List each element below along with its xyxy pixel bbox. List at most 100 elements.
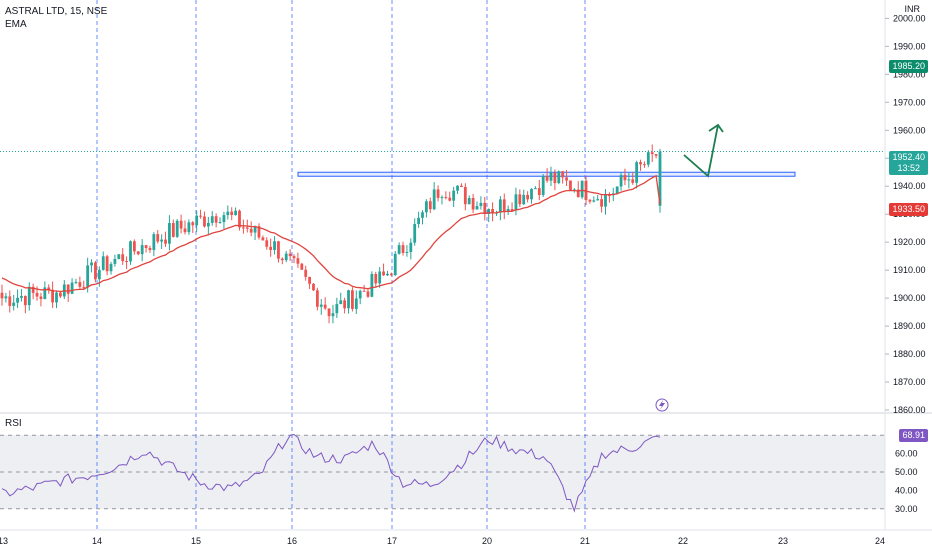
candle-body	[557, 171, 561, 184]
candle-body	[39, 296, 43, 299]
candle-body	[8, 296, 12, 306]
candle-body	[374, 274, 378, 284]
candle-body	[405, 251, 409, 253]
candle-body	[549, 172, 553, 181]
candle-body	[460, 185, 463, 188]
session-separators	[96, 0, 586, 530]
candle-body	[569, 180, 572, 191]
candle-body	[206, 222, 210, 227]
candle-body	[417, 217, 421, 224]
candle-body	[561, 171, 565, 178]
candle-body	[319, 304, 323, 307]
candle-body	[530, 188, 533, 200]
rsi-path	[1, 433, 661, 513]
candle-body	[273, 241, 276, 250]
symbol-title[interactable]: ASTRAL LTD, 15, NSE	[5, 6, 108, 17]
candle-body	[203, 216, 206, 227]
candle-body	[277, 241, 280, 259]
candle-body	[323, 304, 327, 309]
candle-body	[440, 197, 444, 199]
candle-body	[238, 210, 241, 228]
price-tick-label: 1860.00	[893, 405, 926, 415]
candle-body	[428, 201, 432, 210]
candle-body	[66, 284, 70, 294]
bar-countdown: 13:52	[897, 163, 920, 173]
candle-body	[471, 198, 475, 210]
price-tick-label: 1990.00	[893, 41, 926, 51]
candle-body	[596, 199, 600, 201]
candle-body	[580, 180, 584, 198]
candle-body	[475, 205, 479, 210]
candle-body	[129, 241, 132, 262]
time-tick-label: 13	[0, 536, 8, 546]
time-tick-label: 22	[678, 536, 688, 546]
candlestick-series	[0, 144, 662, 324]
candle-body	[51, 289, 55, 303]
candle-body	[183, 228, 187, 233]
candle-body	[565, 177, 568, 181]
candle-body	[74, 282, 78, 284]
candle-body	[199, 215, 202, 217]
chart-legend: ASTRAL LTD, 15, NSE EMA	[5, 5, 107, 31]
candle-body	[526, 194, 530, 200]
current-price-badge: 1952.40 13:52	[889, 151, 928, 175]
resistance-zone-box	[297, 171, 796, 177]
price-tick-label: 1960.00	[893, 125, 926, 135]
lightning-icon[interactable]	[655, 398, 669, 412]
candle-body	[121, 254, 125, 262]
candle-body	[584, 180, 588, 200]
candle-body	[117, 254, 121, 259]
time-axis: 13 14 15 16 17 20 21 22 23 24	[0, 536, 885, 546]
candle-body	[339, 300, 343, 305]
candle-body	[78, 282, 82, 287]
candle-body	[105, 256, 109, 272]
candle-body	[308, 276, 311, 284]
candle-body	[288, 253, 292, 257]
candle-body	[576, 189, 580, 198]
candle-body	[94, 262, 97, 280]
candle-body	[12, 302, 16, 306]
candle-body	[82, 286, 86, 288]
rsi-line	[1, 433, 661, 513]
candle-body	[646, 152, 650, 165]
price-tick-label: 1880.00	[893, 349, 926, 359]
candle-body	[16, 297, 19, 303]
candle-body	[113, 258, 117, 264]
candle-body	[304, 269, 308, 277]
candle-body	[152, 234, 156, 250]
candle-body	[382, 271, 385, 276]
ema-path	[1, 174, 661, 293]
time-tick-label: 14	[92, 536, 102, 546]
candle-body	[343, 300, 347, 309]
candle-body	[179, 220, 183, 229]
candle-body	[47, 287, 51, 290]
candle-body	[300, 263, 304, 270]
rsi-tick-label: 50.00	[895, 467, 918, 477]
candle-body	[20, 295, 23, 298]
candle-body	[510, 209, 514, 211]
candle-body	[401, 245, 405, 253]
candle-body	[101, 256, 105, 270]
candle-body	[269, 246, 273, 250]
ema-legend[interactable]: EMA	[5, 19, 27, 30]
candle-body	[43, 287, 47, 299]
rsi-tick-label: 60.00	[895, 449, 918, 459]
rsi-title[interactable]: RSI	[5, 418, 22, 429]
candle-body	[635, 162, 639, 183]
price-axis: 1860.00 1870.00 1880.00 1890.00 1900.00 1910.…	[0, 0, 932, 531]
candle-body	[0, 292, 4, 299]
candle-body	[132, 241, 136, 252]
time-tick-label: 15	[191, 536, 201, 546]
projection-arrow	[683, 123, 724, 178]
candle-body	[335, 304, 339, 314]
candle-body	[448, 197, 452, 201]
candle-body	[393, 253, 397, 276]
candle-body	[358, 290, 362, 299]
time-tick-label: 17	[387, 536, 397, 546]
rsi-tick-label: 40.00	[895, 485, 918, 495]
candle-body	[631, 179, 635, 183]
candle-body	[109, 263, 113, 272]
candle-body	[467, 198, 471, 205]
candle-body	[607, 194, 611, 196]
